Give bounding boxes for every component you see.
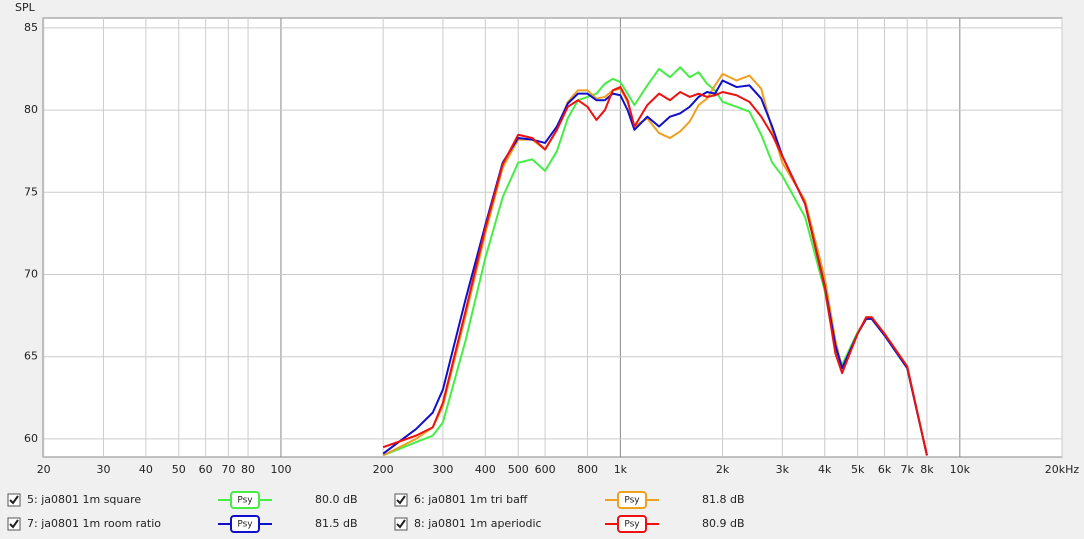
x-tick-label: 600 [535, 463, 556, 476]
smoothing-label: Psy [237, 520, 253, 530]
checkmark [396, 495, 406, 505]
x-tick-label: 2k [716, 463, 730, 476]
y-tick-label: 75 [24, 185, 38, 198]
smoothing-button[interactable] [617, 491, 647, 509]
level-label: 81.5 dB [315, 517, 358, 530]
x-tick-label: 20 [37, 463, 51, 476]
x-tick-label: 50 [172, 463, 186, 476]
x-tick-label: 6k [878, 463, 892, 476]
x-tick-label: 80 [241, 463, 255, 476]
y-tick-label: 70 [24, 267, 38, 280]
series-line [382, 86, 928, 456]
checkmark [9, 495, 19, 505]
x-tick-label: 7k [901, 463, 915, 476]
y-tick-label: 80 [24, 103, 38, 116]
smoothing-button[interactable] [230, 515, 260, 533]
level-label: 80.0 dB [315, 493, 358, 506]
smoothing-label: Psy [624, 520, 640, 530]
x-tick-label: 400 [475, 463, 496, 476]
x-tick-label: 4k [818, 463, 832, 476]
x-tick-label: 30 [96, 463, 110, 476]
x-tick-label: 60 [199, 463, 213, 476]
x-tick-label: 40 [139, 463, 153, 476]
level-label: 80.9 dB [702, 517, 745, 530]
level-label: 81.8 dB [702, 493, 745, 506]
x-tick-label: 100 [270, 463, 291, 476]
x-tick-label: 200 [373, 463, 394, 476]
x-tick-label: 800 [577, 463, 598, 476]
legend-label: 5: ja0801 1m square [27, 493, 141, 506]
x-tick-label: 8k [920, 463, 934, 476]
y-tick-label: 60 [24, 432, 38, 445]
x-tick-label: 20kHz [1045, 463, 1080, 476]
x-tick-label: 70 [221, 463, 235, 476]
x-tick-label: 10k [950, 463, 971, 476]
smoothing-button[interactable] [230, 491, 260, 509]
legend-label: 7: ja0801 1m room ratio [27, 517, 161, 530]
plot-area [42, 17, 1063, 458]
smoothing-label: Psy [624, 496, 640, 506]
x-tick-label: 1k [614, 463, 628, 476]
x-tick-label: 3k [776, 463, 790, 476]
checkmark [9, 519, 19, 529]
smoothing-button[interactable] [617, 515, 647, 533]
x-tick-label: 5k [851, 463, 865, 476]
smoothing-label: Psy [237, 496, 253, 506]
checkmark [396, 519, 406, 529]
series-line [382, 79, 928, 456]
x-tick-label: 500 [508, 463, 529, 476]
y-tick-label: 65 [24, 350, 38, 363]
x-tick-label: 300 [432, 463, 453, 476]
y-axis-label: SPL [15, 1, 36, 14]
y-tick-label: 85 [24, 21, 38, 34]
legend-label: 8: ja0801 1m aperiodic [414, 517, 542, 530]
legend-label: 6: ja0801 1m tri baff [414, 493, 528, 506]
